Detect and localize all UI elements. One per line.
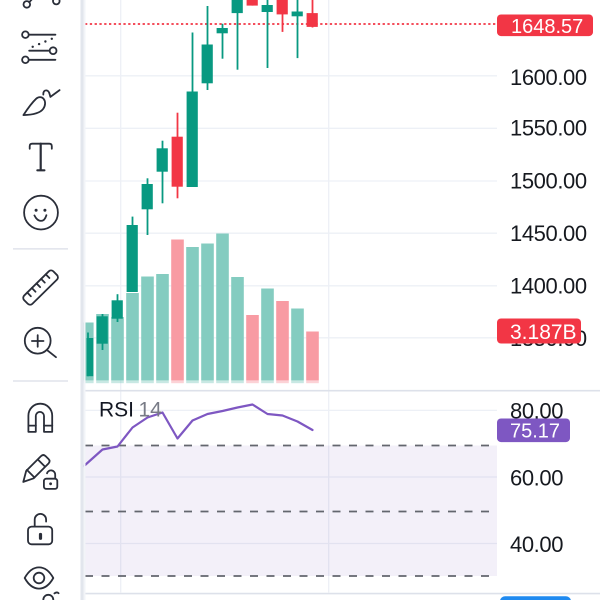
svg-text:1450.00: 1450.00 [510,221,587,246]
svg-text:1400.00: 1400.00 [510,274,587,299]
svg-text:1648.57: 1648.57 [511,16,583,38]
svg-text:40.00: 40.00 [510,532,563,557]
svg-text:3.187B: 3.187B [510,321,577,344]
svg-text:14: 14 [139,399,163,422]
svg-text:1600.00: 1600.00 [510,65,587,90]
svg-text:1500.00: 1500.00 [510,169,587,194]
svg-text:RSI: RSI [99,399,134,422]
svg-text:60.00: 60.00 [510,466,563,491]
svg-text:75.17: 75.17 [510,421,560,443]
svg-text:1550.00: 1550.00 [510,116,587,141]
